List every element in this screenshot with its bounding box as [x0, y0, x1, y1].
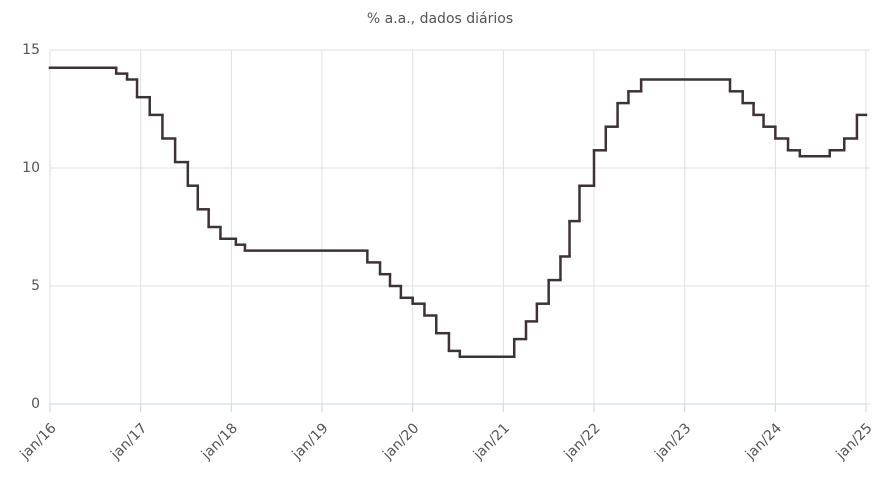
- x-tick-label: jan/19: [289, 420, 332, 463]
- x-tick-label: jan/16: [17, 420, 60, 463]
- x-tick-label: jan/22: [561, 420, 604, 463]
- y-tick-label: 15: [22, 42, 40, 58]
- x-tick-label: jan/20: [379, 420, 422, 463]
- y-tick-label: 0: [31, 396, 40, 412]
- x-tick-label: jan/21: [470, 420, 513, 463]
- x-tick-label: jan/24: [742, 420, 785, 463]
- x-tick-label: jan/23: [651, 420, 694, 463]
- y-tick-label: 10: [22, 160, 40, 176]
- x-tick-label: jan/18: [198, 420, 241, 463]
- x-tick-label: jan/25: [833, 420, 876, 463]
- y-tick-label: 5: [31, 278, 40, 294]
- chart-title: % a.a., dados diários: [367, 11, 513, 27]
- x-tick-label: jan/17: [107, 420, 150, 463]
